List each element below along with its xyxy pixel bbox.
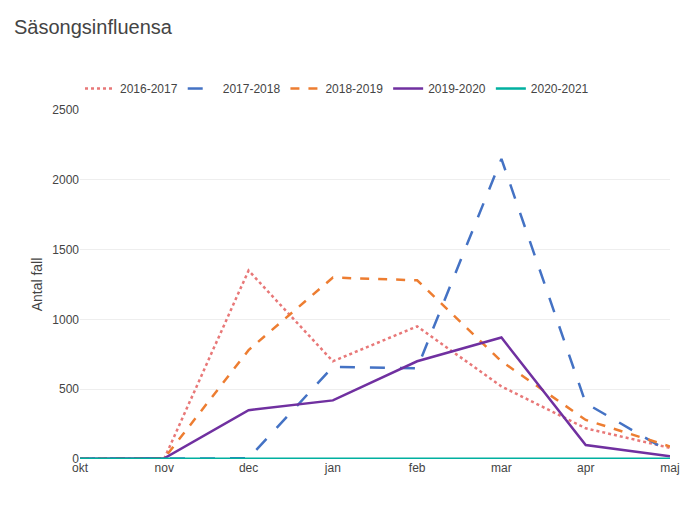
svg-text:0: 0 bbox=[72, 452, 79, 466]
svg-text:2017-2018: 2017-2018 bbox=[223, 82, 281, 96]
svg-text:okt: okt bbox=[72, 461, 89, 475]
svg-text:1500: 1500 bbox=[52, 243, 79, 257]
svg-text:2500: 2500 bbox=[52, 103, 79, 117]
svg-text:2019-2020: 2019-2020 bbox=[428, 82, 486, 96]
svg-text:mar: mar bbox=[491, 461, 512, 475]
svg-text:apr: apr bbox=[577, 461, 594, 475]
svg-text:jan: jan bbox=[324, 461, 341, 475]
svg-text:2020-2021: 2020-2021 bbox=[531, 82, 589, 96]
svg-text:2016-2017: 2016-2017 bbox=[120, 82, 178, 96]
svg-text:feb: feb bbox=[409, 461, 426, 475]
svg-text:1000: 1000 bbox=[52, 313, 79, 327]
svg-text:nov: nov bbox=[155, 461, 174, 475]
svg-text:Antal fall: Antal fall bbox=[29, 258, 45, 312]
svg-text:Säsongsinfluensa: Säsongsinfluensa bbox=[14, 16, 173, 38]
svg-text:dec: dec bbox=[239, 461, 258, 475]
svg-text:2018-2019: 2018-2019 bbox=[325, 82, 383, 96]
svg-text:maj: maj bbox=[660, 461, 679, 475]
svg-text:2000: 2000 bbox=[52, 173, 79, 187]
svg-text:500: 500 bbox=[59, 382, 79, 396]
